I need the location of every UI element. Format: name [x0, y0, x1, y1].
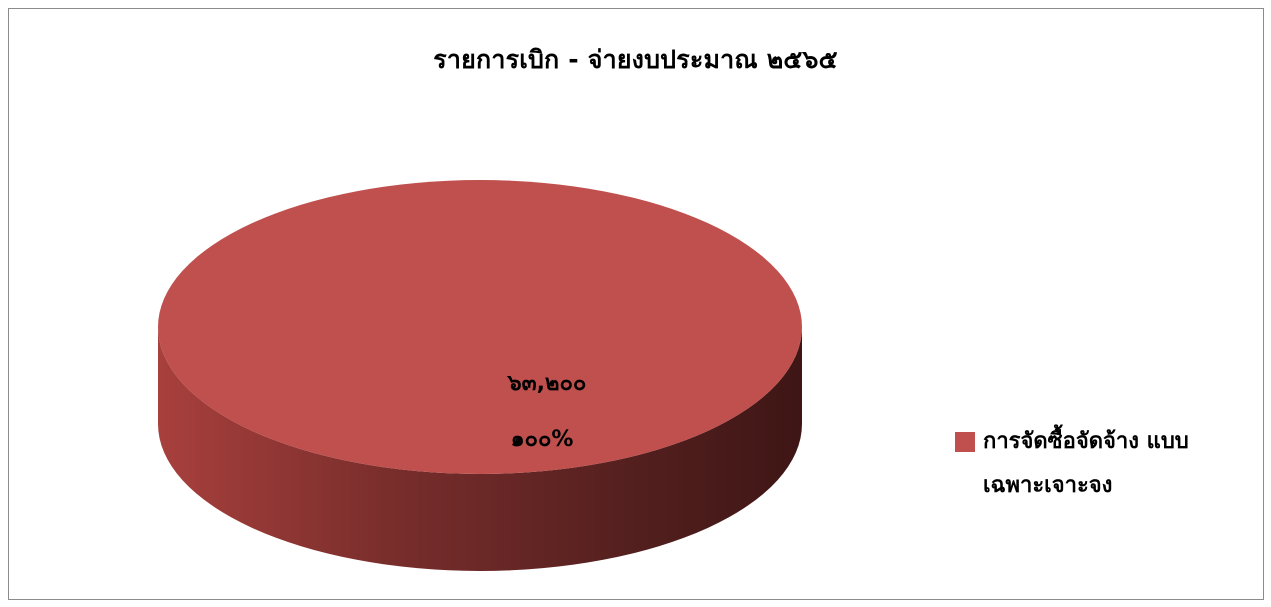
chart-title: รายการเบิก - จ่ายงบประมาณ ๒๕๖๕ [433, 45, 838, 74]
slice-value-label: ๖๓,๒๐๐ [507, 371, 587, 396]
legend-swatch [955, 432, 975, 452]
pie-slice-side [158, 327, 802, 571]
slice-percent-label: ๑๐๐% [510, 427, 574, 452]
legend: การจัดซื้อจัดจ้าง แบบเฉพาะเจาะจง [955, 420, 1255, 508]
legend-label: การจัดซื้อจัดจ้าง แบบเฉพาะเจาะจง [983, 429, 1189, 498]
pie-slice [158, 180, 802, 474]
legend-item: การจัดซื้อจัดจ้าง แบบเฉพาะเจาะจง [955, 420, 1255, 508]
